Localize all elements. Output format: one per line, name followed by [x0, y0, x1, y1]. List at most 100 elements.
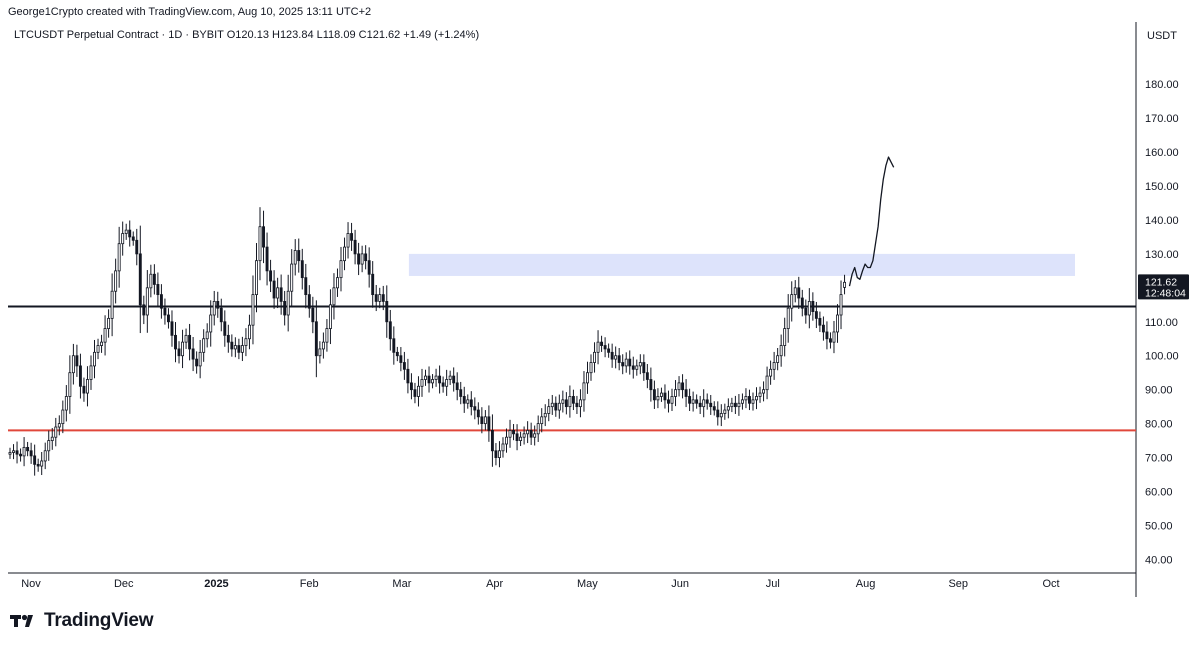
candle-body	[512, 430, 516, 435]
candle-body	[314, 321, 318, 357]
candle-body	[698, 402, 702, 408]
candle-body	[149, 273, 153, 289]
candle-body	[283, 301, 287, 316]
x-tick-label: Aug	[856, 578, 876, 590]
candle-body	[744, 396, 748, 401]
candle-body	[293, 250, 297, 265]
candle-body	[526, 430, 530, 435]
candle-body	[54, 426, 58, 438]
candle-body	[350, 233, 354, 241]
candle-body	[8, 452, 12, 455]
candle-body	[568, 396, 572, 408]
candle-body	[107, 317, 111, 329]
candle-body	[121, 233, 125, 245]
candle-body	[804, 307, 808, 316]
candle-body	[279, 287, 283, 302]
candle-body	[825, 331, 829, 340]
candle-body	[131, 236, 135, 241]
candle-body	[441, 382, 445, 387]
candle-body	[758, 392, 762, 397]
candle-body	[374, 294, 378, 302]
candle-body	[751, 399, 755, 404]
candle-body	[413, 389, 417, 397]
candle-body	[174, 334, 177, 350]
candle-body	[135, 239, 139, 255]
y-tick-label: 60.00	[1145, 487, 1173, 499]
candle-body	[832, 331, 836, 343]
candle-body	[769, 368, 773, 377]
y-tick-label: 140.00	[1145, 215, 1179, 227]
candle-body	[357, 253, 361, 265]
candle-body	[476, 409, 480, 418]
candle-body	[50, 436, 54, 441]
candle-body	[198, 351, 202, 367]
candle-body	[515, 433, 519, 441]
candles-layer	[8, 207, 847, 476]
candle-body	[776, 355, 780, 363]
candle-body	[378, 294, 382, 302]
price-tag-box	[1138, 274, 1189, 300]
candle-body	[663, 392, 667, 401]
candle-body	[462, 396, 466, 404]
candle-body	[677, 382, 681, 391]
candle-body	[610, 351, 614, 360]
candle-body	[360, 253, 364, 265]
candle-body	[445, 379, 449, 387]
candle-body	[536, 423, 540, 435]
candle-body	[638, 362, 642, 367]
y-tick-label: 170.00	[1145, 113, 1179, 125]
chart-credit: George1Crypto created with TradingView.c…	[8, 6, 372, 18]
y-tick-label: 70.00	[1145, 453, 1173, 465]
candle-body	[114, 270, 118, 292]
candle-body	[431, 379, 435, 384]
level-lines-layer	[8, 305, 1136, 432]
candle-body	[691, 399, 695, 404]
candle-body	[392, 338, 396, 353]
candle-body	[353, 239, 357, 255]
candle-body	[807, 301, 811, 316]
candle-body	[297, 250, 301, 262]
candle-body	[311, 307, 315, 323]
y-tick-label: 180.00	[1145, 79, 1179, 91]
candle-body	[402, 362, 406, 370]
candle-body	[336, 277, 339, 289]
tradingview-brand[interactable]: TradingView	[10, 610, 154, 632]
candle-body	[564, 399, 568, 408]
x-tick-label: Jul	[766, 578, 780, 590]
candle-body	[96, 345, 100, 353]
candle-body	[797, 287, 801, 299]
candle-body	[473, 406, 477, 411]
candle-body	[586, 372, 589, 384]
candle-body	[156, 284, 160, 296]
candle-body	[452, 375, 456, 384]
candle-body	[307, 294, 311, 309]
candle-body	[772, 362, 776, 370]
candle-body	[589, 362, 593, 374]
candle-body	[110, 290, 114, 319]
candle-body	[124, 229, 128, 234]
candle-body	[684, 389, 688, 397]
candle-body	[276, 287, 280, 299]
candle-body	[681, 382, 685, 391]
candle-body	[522, 433, 526, 438]
candle-body	[36, 463, 40, 467]
candle-body	[212, 301, 216, 316]
candle-body	[494, 450, 498, 458]
candle-body	[177, 348, 181, 357]
x-tick-label: Apr	[486, 578, 503, 590]
candle-body	[829, 338, 832, 343]
candle-body	[726, 406, 730, 411]
y-tick-label: 80.00	[1145, 419, 1173, 431]
candle-body	[226, 334, 230, 343]
candle-body	[649, 379, 653, 391]
candle-body	[670, 396, 674, 404]
candle-body	[540, 416, 544, 425]
candle-body	[19, 453, 23, 457]
candle-body	[47, 440, 51, 452]
candle-body	[719, 413, 723, 418]
candle-body	[321, 341, 325, 350]
candle-body	[659, 392, 663, 397]
candle-body	[420, 379, 424, 387]
